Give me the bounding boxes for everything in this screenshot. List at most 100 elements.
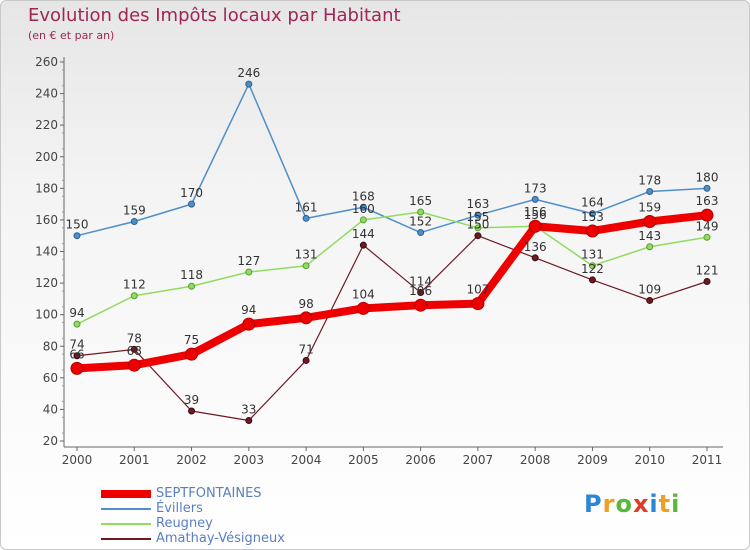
data-point [302,262,310,270]
x-tick-label: 2003 [234,453,265,467]
y-tick-label: 180 [35,181,58,195]
data-label: 153 [581,210,604,224]
data-point [588,262,596,270]
data-point [73,352,81,360]
y-tick-label: 220 [35,118,58,132]
data-label: 94 [241,303,256,317]
legend-swatch [101,490,151,498]
data-point [531,195,539,203]
x-tick-label: 2008 [520,453,551,467]
data-label: 66 [69,347,84,361]
data-label: 98 [298,297,313,311]
legend-label: Reugney [156,516,213,531]
data-label: 78 [127,331,142,345]
data-label: 136 [524,240,547,254]
data-point [585,224,599,238]
data-label: 246 [237,66,260,80]
data-point [130,217,138,225]
data-point [299,311,313,325]
series-line-1 [76,83,708,237]
data-point [414,298,428,312]
data-point [643,214,657,228]
x-tick-label: 2001 [119,453,150,467]
data-point [700,208,714,222]
data-point [70,361,84,375]
data-point [242,317,256,331]
data-label: 131 [581,248,604,262]
data-point [646,296,654,304]
chart-subtitle: (en € et par an) [28,29,115,42]
data-label: 152 [409,215,432,229]
data-label: 164 [581,196,604,210]
data-label: 150 [66,218,89,232]
data-label: 168 [352,189,375,203]
data-label: 156 [524,205,547,219]
data-label: 107 [466,283,489,297]
x-tick-label: 2010 [634,453,665,467]
data-point [73,320,81,328]
data-point [703,184,711,192]
data-label: 94 [69,306,84,320]
data-point [245,416,253,424]
data-point [588,210,596,218]
data-point [528,219,542,233]
data-point [188,282,196,290]
data-label: 163 [466,197,489,211]
data-point [359,203,367,211]
legend-item: Évillers [101,501,331,517]
y-tick-label: 200 [35,150,58,164]
data-label: 173 [524,181,547,195]
data-label: 106 [409,284,432,298]
data-point [703,233,711,241]
y-tick-label: 80 [43,339,58,353]
data-label: 149 [696,219,719,233]
data-label: 71 [298,342,313,356]
proxiti-logo: Proxiti [584,490,681,518]
data-point [588,276,596,284]
series-line-3 [76,235,708,422]
data-label: 178 [638,173,661,187]
chart-title: Evolution des Impôts locaux par Habitant [28,5,401,26]
data-point [185,347,199,361]
legend-swatch [101,538,151,540]
data-label: 165 [409,194,432,208]
legend-item: Reugney [101,516,331,532]
x-tick-label: 2005 [348,453,379,467]
x-tick-label: 2000 [62,453,93,467]
data-label: 155 [466,210,489,224]
data-label: 144 [352,227,375,241]
data-point [646,187,654,195]
data-label: 118 [180,268,203,282]
data-point [417,289,425,297]
data-point [703,278,711,286]
data-point [474,232,482,240]
y-tick-label: 140 [35,245,58,259]
data-point [188,407,196,415]
x-tick-label: 2006 [405,453,436,467]
series-line-2 [76,211,708,325]
data-point [474,224,482,232]
y-tick-label: 20 [43,434,58,448]
data-label: 75 [184,333,199,347]
data-label: 121 [696,264,719,278]
chart-legend: SEPTFONTAINES Évillers Reugney Amathay-Vési… [101,486,331,547]
x-tick-label: 2011 [692,453,723,467]
data-label: 159 [123,203,146,217]
data-label: 161 [295,200,318,214]
data-label: 74 [69,338,84,352]
y-tick-label: 160 [35,213,58,227]
legend-label: Amathay-Vésigneux [156,531,285,546]
legend-item: Amathay-Vésigneux [101,531,331,547]
data-label: 159 [638,200,661,214]
data-point [417,208,425,216]
data-point [73,232,81,240]
data-label: 33 [241,402,256,416]
y-tick-label: 60 [43,371,58,385]
x-tick-label: 2002 [176,453,207,467]
data-label: 150 [466,218,489,232]
legend-label: Évillers [156,501,203,516]
legend-swatch [101,523,151,525]
data-point [245,268,253,276]
data-label: 127 [237,254,260,268]
data-label: 170 [180,186,203,200]
